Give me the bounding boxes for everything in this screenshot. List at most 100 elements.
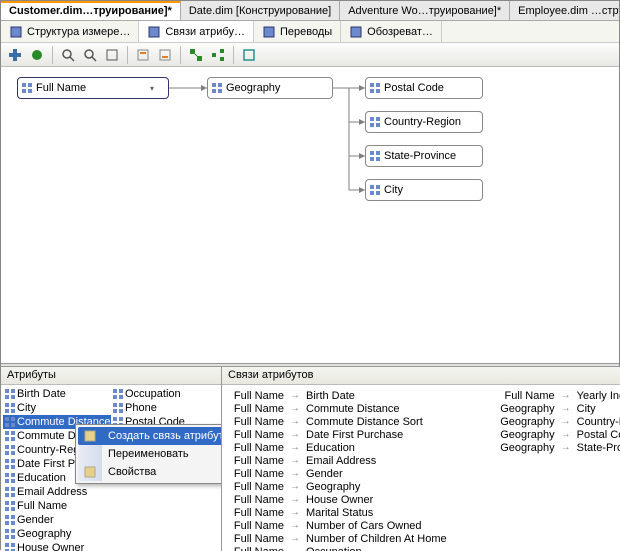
attribute-item[interactable]: Full Name [3, 499, 111, 513]
diagram-canvas[interactable]: Full Name▾ Geography Postal Code Country-Re… [1, 67, 619, 363]
designer-tab[interactable]: Связи атрибу… [139, 21, 254, 42]
relationship-row[interactable]: Full Name→Number of Children At Home [228, 532, 447, 545]
relationship-row[interactable]: Full Name→House Owner [228, 493, 447, 506]
relation-to: Occupation [306, 546, 362, 551]
new-relation-icon [82, 428, 98, 444]
context-menu-label: Свойства [108, 466, 156, 478]
attribute-item[interactable]: Occupation [111, 387, 219, 401]
file-tab[interactable]: Adventure Wo…труирование]* [340, 1, 510, 20]
file-tab[interactable]: Date.dim [Конструирование] [181, 1, 340, 20]
relationship-row[interactable]: Full Name→Birth Date [228, 389, 447, 402]
layout-shapes-button[interactable] [186, 45, 206, 65]
expand-button[interactable] [133, 45, 153, 65]
relationship-row[interactable]: Geography→Postal Code [499, 428, 620, 441]
relation-from: Full Name [228, 507, 284, 519]
arrow-icon: → [561, 416, 571, 427]
relation-from: Full Name [228, 468, 284, 480]
designer-tab-label: Связи атрибу… [165, 26, 245, 38]
zoom-out-button[interactable] [80, 45, 100, 65]
relationship-row[interactable]: Full Name→Date First Purchase [228, 428, 447, 441]
file-tab[interactable]: Customer.dim…труирование]* [1, 1, 181, 20]
relationship-row[interactable]: Full Name→Yearly Income [499, 389, 620, 402]
toolbar [1, 43, 619, 67]
new-relation-button[interactable] [5, 45, 25, 65]
relation-to: State-Province [577, 442, 620, 454]
attribute-icon [5, 431, 15, 441]
relationship-row[interactable]: Full Name→Commute Distance Sort [228, 415, 447, 428]
designer-tab[interactable]: Обозреват… [341, 21, 442, 42]
relation-to: House Owner [306, 494, 373, 506]
attributes-panel: Атрибуты Birth DateCityCommute DistanceC… [1, 367, 222, 551]
attribute-item[interactable]: City [3, 401, 111, 415]
relation-from: Full Name [228, 546, 284, 551]
designer-tab[interactable]: Структура измере… [1, 21, 139, 42]
attribute-label: Birth Date [17, 388, 66, 400]
relationship-row[interactable]: Geography→Country-Region [499, 415, 620, 428]
relationship-row[interactable]: Full Name→Occupation [228, 545, 447, 551]
designer-tab[interactable]: Переводы [254, 21, 341, 42]
cube-icon [9, 25, 23, 39]
attribute-label: Email Address [17, 486, 87, 498]
attributes-panel-body: Birth DateCityCommute DistanceCommute Di… [1, 385, 221, 551]
attribute-label: Phone [125, 402, 157, 414]
arrow-icon: → [290, 507, 300, 518]
attributes-panel-title: Атрибуты [1, 367, 221, 385]
relationship-row[interactable]: Full Name→Number of Cars Owned [228, 519, 447, 532]
attribute-icon [212, 83, 222, 93]
diagram-node-city[interactable]: City [365, 179, 483, 201]
translate-icon [262, 25, 276, 39]
diagram-node-fullname[interactable]: Full Name▾ [17, 77, 169, 99]
diagram-node-state[interactable]: State-Province [365, 145, 483, 167]
designer-tab-label: Структура измере… [27, 26, 130, 38]
attribute-item[interactable]: Email Address [3, 485, 111, 499]
diagram-node-postal[interactable]: Postal Code [365, 77, 483, 99]
attribute-icon [370, 83, 380, 93]
designer-tab-label: Обозреват… [367, 26, 433, 38]
attribute-label: Full Name [17, 500, 67, 512]
diagram-node-country[interactable]: Country-Region [365, 111, 483, 133]
attribute-item[interactable]: Phone [111, 401, 219, 415]
attribute-item[interactable]: Birth Date [3, 387, 111, 401]
relation-from: Full Name [228, 494, 284, 506]
zoom-in-button[interactable] [58, 45, 78, 65]
relationship-row[interactable]: Full Name→Geography [228, 480, 447, 493]
relationship-row[interactable]: Geography→State-Province [499, 441, 620, 454]
context-menu-item[interactable]: Свойства [78, 463, 221, 481]
context-menu-item[interactable]: Переименовать [78, 445, 221, 463]
attribute-icon [5, 389, 15, 399]
attribute-item[interactable]: Gender [3, 513, 111, 527]
arrow-icon: → [290, 481, 300, 492]
relation-to: Country-Region [577, 416, 620, 428]
relationship-row[interactable]: Full Name→Marital Status [228, 506, 447, 519]
browse-icon [349, 25, 363, 39]
diagram-node-geography[interactable]: Geography [207, 77, 333, 99]
relationship-row[interactable]: Full Name→Gender [228, 467, 447, 480]
relationships-panel-body: Full Name→Birth DateFull Name→Commute Di… [222, 385, 620, 551]
process-button[interactable] [27, 45, 47, 65]
relation-from: Full Name [228, 533, 284, 545]
attribute-label: Gender [17, 514, 54, 526]
relationship-row[interactable]: Full Name→Education [228, 441, 447, 454]
relationship-row[interactable]: Full Name→Commute Distance [228, 402, 447, 415]
attribute-item[interactable]: Geography [3, 527, 111, 541]
relation-from: Full Name [228, 429, 284, 441]
attribute-icon [370, 151, 380, 161]
show-list-button[interactable] [239, 45, 259, 65]
chevron-down-icon[interactable]: ▾ [150, 84, 160, 93]
attribute-icon [5, 487, 15, 497]
zoom-fit-button[interactable] [102, 45, 122, 65]
arrow-icon: → [290, 390, 300, 401]
attribute-icon [5, 473, 15, 483]
relationship-row[interactable]: Full Name→Email Address [228, 454, 447, 467]
collapse-button[interactable] [155, 45, 175, 65]
relationship-row[interactable]: Geography→City [499, 402, 620, 415]
relationships-panel-title: Связи атрибутов [222, 367, 620, 385]
relation-to: Birth Date [306, 390, 355, 402]
context-menu-item[interactable]: Создать связь атрибутов… [78, 427, 221, 445]
file-tab-strip: Customer.dim…труирование]*Date.dim [Конс… [1, 1, 619, 21]
file-tab[interactable]: Employee.dim …cтруирование] [510, 1, 619, 20]
context-menu-label: Создать связь атрибутов… [108, 430, 221, 442]
attribute-icon [5, 501, 15, 511]
diagram-node-label: State-Province [384, 150, 456, 162]
auto-layout-button[interactable] [208, 45, 228, 65]
